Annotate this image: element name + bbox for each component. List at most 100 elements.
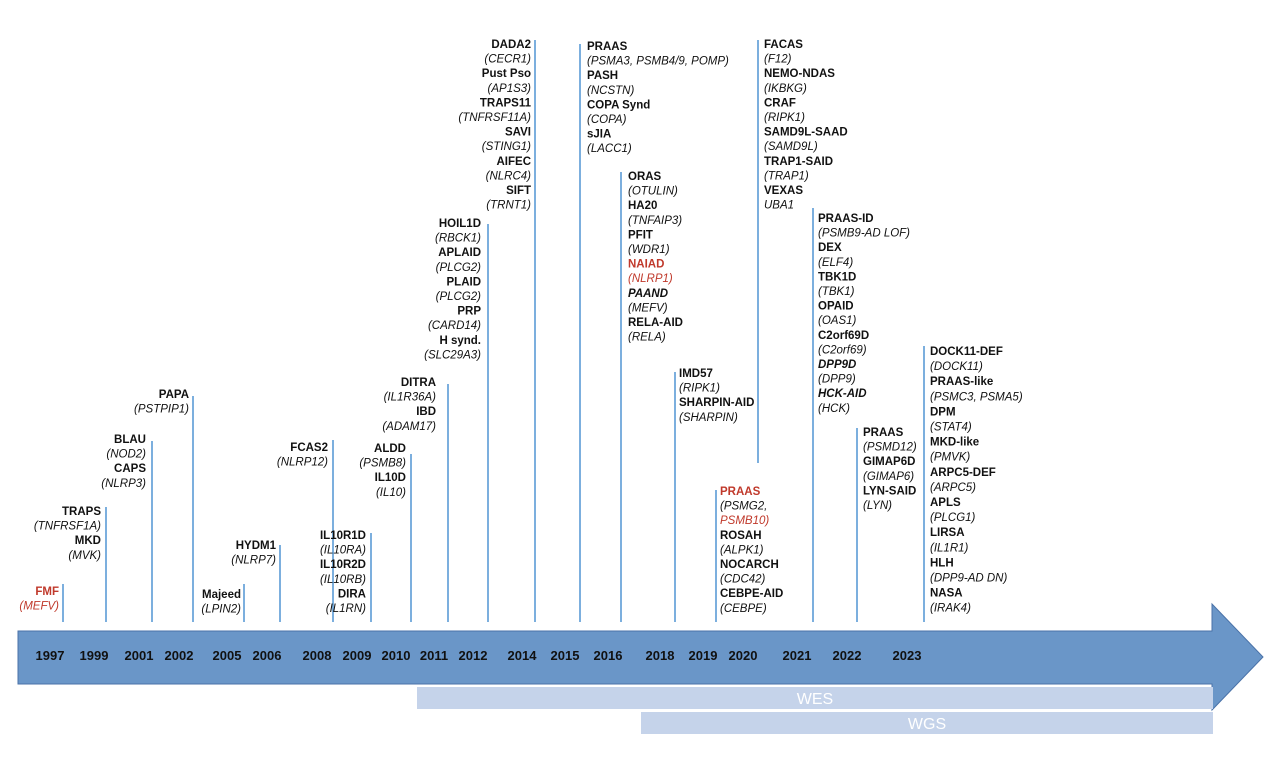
gene-name-2010: (PSMB8) bbox=[359, 458, 406, 470]
disease-name-2021: TBK1D bbox=[818, 271, 856, 283]
gene-name-2020: (IKBKG) bbox=[764, 83, 807, 95]
group-2015: PRAAS (PSMA3, PSMB4/9, POMP) PASH (NCSTN) CO… bbox=[587, 41, 729, 155]
gene-name-2001: (NOD2) bbox=[106, 449, 146, 461]
disease-name-2018: IMD57 bbox=[679, 368, 713, 380]
disease-name-2021: DEX bbox=[818, 242, 842, 254]
disease-name-2023: LIRSA bbox=[930, 527, 965, 539]
disease-name-2011: IBD bbox=[416, 406, 436, 418]
disease-name-2021: PRAAS-ID bbox=[818, 213, 874, 225]
disease-name-2023: DOCK11-DEF bbox=[930, 346, 1003, 358]
gene-name-2021: (PSMB9-AD LOF) bbox=[818, 228, 910, 240]
year-label-2006: 2006 bbox=[253, 648, 282, 663]
group-2018: IMD57 (RIPK1) SHARPIN-AID (SHARPIN) bbox=[679, 368, 754, 424]
gene-name-2008: (NLRP12) bbox=[277, 457, 328, 469]
disease-name-2016: RELA-AID bbox=[628, 317, 683, 329]
group-2006: HYDM1 (NLRP7) bbox=[231, 540, 276, 567]
gene-name-2022: (GIMAP6) bbox=[863, 471, 914, 483]
gene-name-2019: (CEBPE) bbox=[720, 603, 767, 615]
disease-name-2015: PASH bbox=[587, 70, 618, 82]
year-label-2010: 2010 bbox=[382, 648, 411, 663]
gene-name-2021: (HCK) bbox=[818, 403, 850, 415]
disease-name-2001: BLAU bbox=[114, 434, 146, 446]
disease-name-2010: IL10D bbox=[375, 472, 406, 484]
disease-name-2014: DADA2 bbox=[491, 39, 531, 51]
disease-name-2019: NOCARCH bbox=[720, 559, 779, 571]
year-lines bbox=[62, 40, 925, 622]
gene-name-2009: (IL10RA) bbox=[320, 545, 366, 557]
gene-name-2019: (PSMG2, bbox=[720, 501, 767, 513]
disease-name-2023: APLS bbox=[930, 497, 961, 509]
gene-name-2014: (AP1S3) bbox=[488, 83, 532, 95]
gene-name-2020: UBA1 bbox=[764, 200, 794, 212]
gene-name-2020: (TRAP1) bbox=[764, 170, 809, 182]
wes-band bbox=[417, 687, 1213, 709]
disease-name-2023: MKD-like bbox=[930, 437, 979, 449]
gene-name-2021: (OAS1) bbox=[818, 315, 857, 327]
gene-name-1997: (MEFV) bbox=[19, 601, 59, 613]
gene-name-2012: (CARD14) bbox=[428, 320, 481, 332]
year-label-2009: 2009 bbox=[343, 648, 372, 663]
disease-name-2021: DPP9D bbox=[818, 359, 856, 371]
wgs-band bbox=[641, 712, 1213, 734]
disease-name-2012: HOIL1D bbox=[439, 218, 481, 230]
group-1997: FMF (MEFV) bbox=[19, 586, 59, 613]
disease-name-2020: CRAF bbox=[764, 97, 796, 109]
disease-name-2015: PRAAS bbox=[587, 41, 628, 53]
disease-name-2019: PRAAS bbox=[720, 486, 761, 498]
group-1999: TRAPS (TNFRSF1A) MKD (MVK) bbox=[34, 506, 101, 562]
gene-name-2023: (ARPC5) bbox=[930, 482, 976, 494]
year-label-2002: 2002 bbox=[165, 648, 194, 663]
disease-name-2016: PFIT bbox=[628, 229, 653, 241]
disease-name-2016: ORAS bbox=[628, 171, 662, 183]
gene-name-2011: (ADAM17) bbox=[382, 421, 436, 433]
year-labels: 1997 1999 2001 2002 2005 2006 2008 2009 2010 2011… bbox=[36, 648, 922, 663]
disease-name-2019: ROSAH bbox=[720, 530, 762, 542]
group-2001: BLAU (NOD2) CAPS (NLRP3) bbox=[101, 434, 146, 490]
disease-name-2020: TRAP1-SAID bbox=[764, 156, 833, 168]
disease-name-2015: sJIA bbox=[587, 129, 611, 141]
gene-name-2015: (COPA) bbox=[587, 114, 627, 126]
disease-name-2023: NASA bbox=[930, 588, 963, 600]
year-label-1997: 1997 bbox=[36, 648, 65, 663]
group-2022: PRAAS (PSMD12) GIMAP6D (GIMAP6) LYN-SAID (LYN… bbox=[863, 427, 917, 512]
year-label-2008: 2008 bbox=[303, 648, 332, 663]
gene-name-2012: (PLCG2) bbox=[436, 291, 482, 303]
gene-name-2023: (IL1R1) bbox=[930, 542, 969, 554]
gene-name-2019: (ALPK1) bbox=[720, 544, 764, 556]
gene-name-2023: (DPP9-AD DN) bbox=[930, 573, 1007, 585]
year-label-2001: 2001 bbox=[125, 648, 154, 663]
gene-name-2016: (TNFAIP3) bbox=[628, 215, 682, 227]
gene-name-2016: (RELA) bbox=[628, 332, 666, 344]
year-label-2012: 2012 bbox=[459, 648, 488, 663]
disease-name-2018: SHARPIN-AID bbox=[679, 397, 754, 409]
gene-name-2016: (OTULIN) bbox=[628, 186, 678, 198]
disease-name-2012: H synd. bbox=[439, 335, 481, 347]
timeline-arrow bbox=[17, 602, 1264, 712]
year-label-2005: 2005 bbox=[213, 648, 242, 663]
disease-name-2015: COPA Synd bbox=[587, 99, 650, 111]
group-2014: DADA2 (CECR1) Pust Pso (AP1S3) TRAPS11 (TNFRS… bbox=[458, 39, 531, 212]
gene-name-2022: (PSMD12) bbox=[863, 442, 917, 454]
gene-name-2014: (TNFRSF11A) bbox=[458, 112, 531, 124]
disease-name-2014: TRAPS11 bbox=[480, 97, 532, 109]
group-2010: ALDD (PSMB8) IL10D (IL10) bbox=[359, 443, 406, 499]
disease-name-2019: CEBPE-AID bbox=[720, 588, 783, 600]
group-2019: PRAAS (PSMG2, PSMB10) ROSAH (ALPK1) NOCARCH (C… bbox=[720, 486, 783, 615]
gene-name-2014: (CECR1) bbox=[484, 54, 531, 66]
disease-name-2009: IL10R2D bbox=[320, 559, 366, 571]
gene-name-2001: (NLRP3) bbox=[101, 478, 146, 490]
gene-name-2014: (NLRC4) bbox=[486, 170, 532, 182]
gene-name-2016: (MEFV) bbox=[628, 302, 668, 314]
disease-name-2014: AIFEC bbox=[497, 156, 532, 168]
gene-name-2002: (PSTPIP1) bbox=[134, 404, 189, 416]
year-label-2023: 2023 bbox=[893, 648, 922, 663]
year-label-2011: 2011 bbox=[420, 648, 448, 663]
disease-name-2005: Majeed bbox=[202, 589, 241, 601]
gene-name-2012: (SLC29A3) bbox=[424, 349, 481, 361]
disease-name-2021: C2orf69D bbox=[818, 330, 869, 342]
gene-name-1999: (TNFRSF1A) bbox=[34, 521, 101, 533]
disease-name-2016: PAAND bbox=[628, 288, 668, 300]
gene-name-2010: (IL10) bbox=[376, 487, 406, 499]
disease-name-2023: PRAAS-like bbox=[930, 376, 993, 388]
